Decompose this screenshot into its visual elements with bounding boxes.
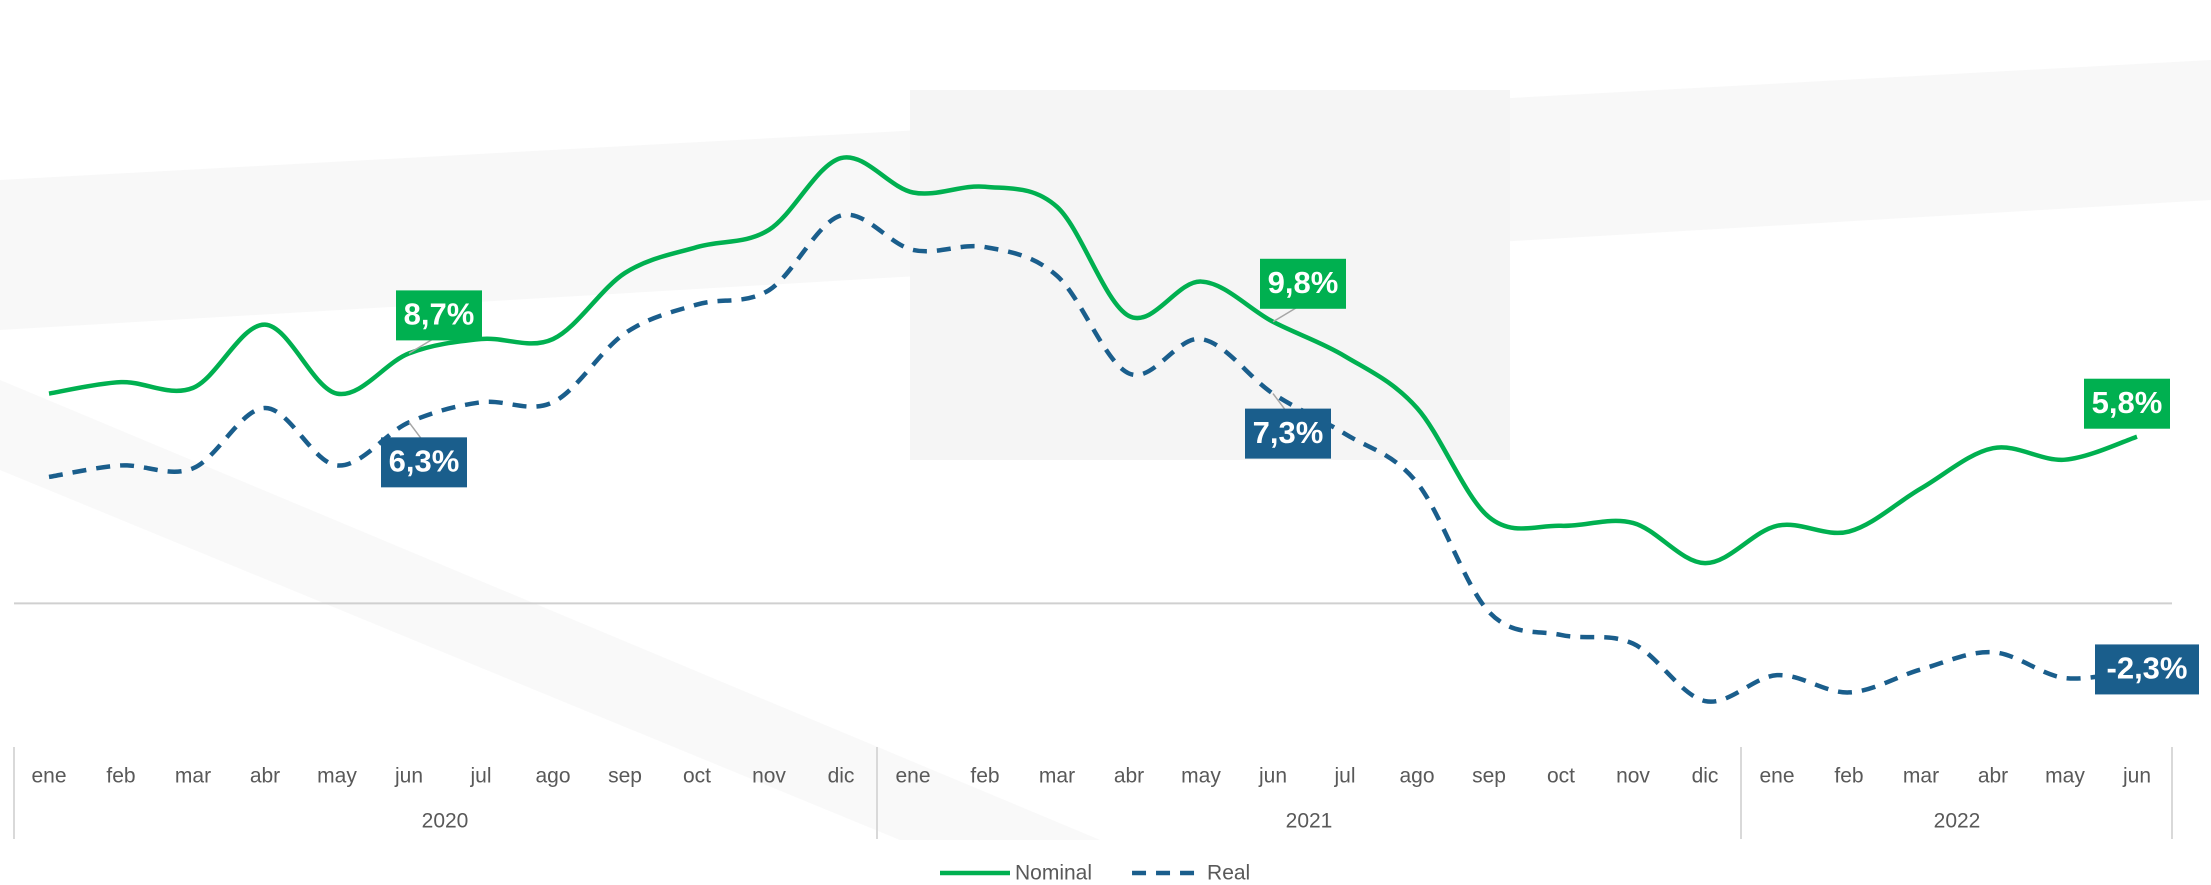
x-tick-label: jul <box>1333 765 1355 788</box>
legend-label: Real <box>1207 862 1250 885</box>
x-tick-label: ago <box>535 765 570 788</box>
background <box>0 60 2211 840</box>
x-tick-label: abr <box>1114 765 1144 788</box>
x-tick-label: abr <box>250 765 280 788</box>
x-tick-label: dic <box>1692 765 1719 788</box>
data-label: 6,3% <box>389 444 460 479</box>
x-tick-label: nov <box>1616 765 1650 788</box>
x-group-label: 2020 <box>422 810 469 833</box>
x-tick-label: mar <box>1903 765 1939 788</box>
x-tick-label: may <box>1181 765 1221 788</box>
x-tick-label: abr <box>1978 765 2008 788</box>
x-tick-label: dic <box>828 765 855 788</box>
data-label: 8,7% <box>404 297 475 332</box>
data-label: 9,8% <box>1268 265 1339 300</box>
x-tick-label: ene <box>1759 765 1794 788</box>
x-tick-label: jun <box>1258 765 1287 788</box>
x-tick-label: nov <box>752 765 786 788</box>
x-tick-label: jun <box>2122 765 2151 788</box>
x-tick-label: oct <box>683 765 711 788</box>
x-tick-label: may <box>317 765 357 788</box>
x-tick-label: feb <box>1834 765 1863 788</box>
x-group-label: 2021 <box>1286 810 1333 833</box>
x-tick-label: ene <box>31 765 66 788</box>
x-tick-label: mar <box>175 765 211 788</box>
x-group-label: 2022 <box>1934 810 1981 833</box>
x-tick-label: ago <box>1399 765 1434 788</box>
x-tick-label: feb <box>106 765 135 788</box>
data-label: 7,3% <box>1253 415 1324 450</box>
x-tick-label: jul <box>469 765 491 788</box>
legend-label: Nominal <box>1015 862 1092 885</box>
x-tick-label: may <box>2045 765 2085 788</box>
data-label: 5,8% <box>2092 385 2163 420</box>
x-tick-label: sep <box>1472 765 1506 788</box>
x-tick-label: sep <box>608 765 642 788</box>
chart: 2020 2021 2022 ene feb mar abr may jun jul ago sep o… <box>0 0 2211 885</box>
x-tick-label: ene <box>895 765 930 788</box>
x-tick-label: mar <box>1039 765 1075 788</box>
x-tick-label: feb <box>970 765 999 788</box>
x-tick-label: oct <box>1547 765 1575 788</box>
x-tick-label: jun <box>394 765 423 788</box>
data-label: -2,3% <box>2107 651 2188 686</box>
